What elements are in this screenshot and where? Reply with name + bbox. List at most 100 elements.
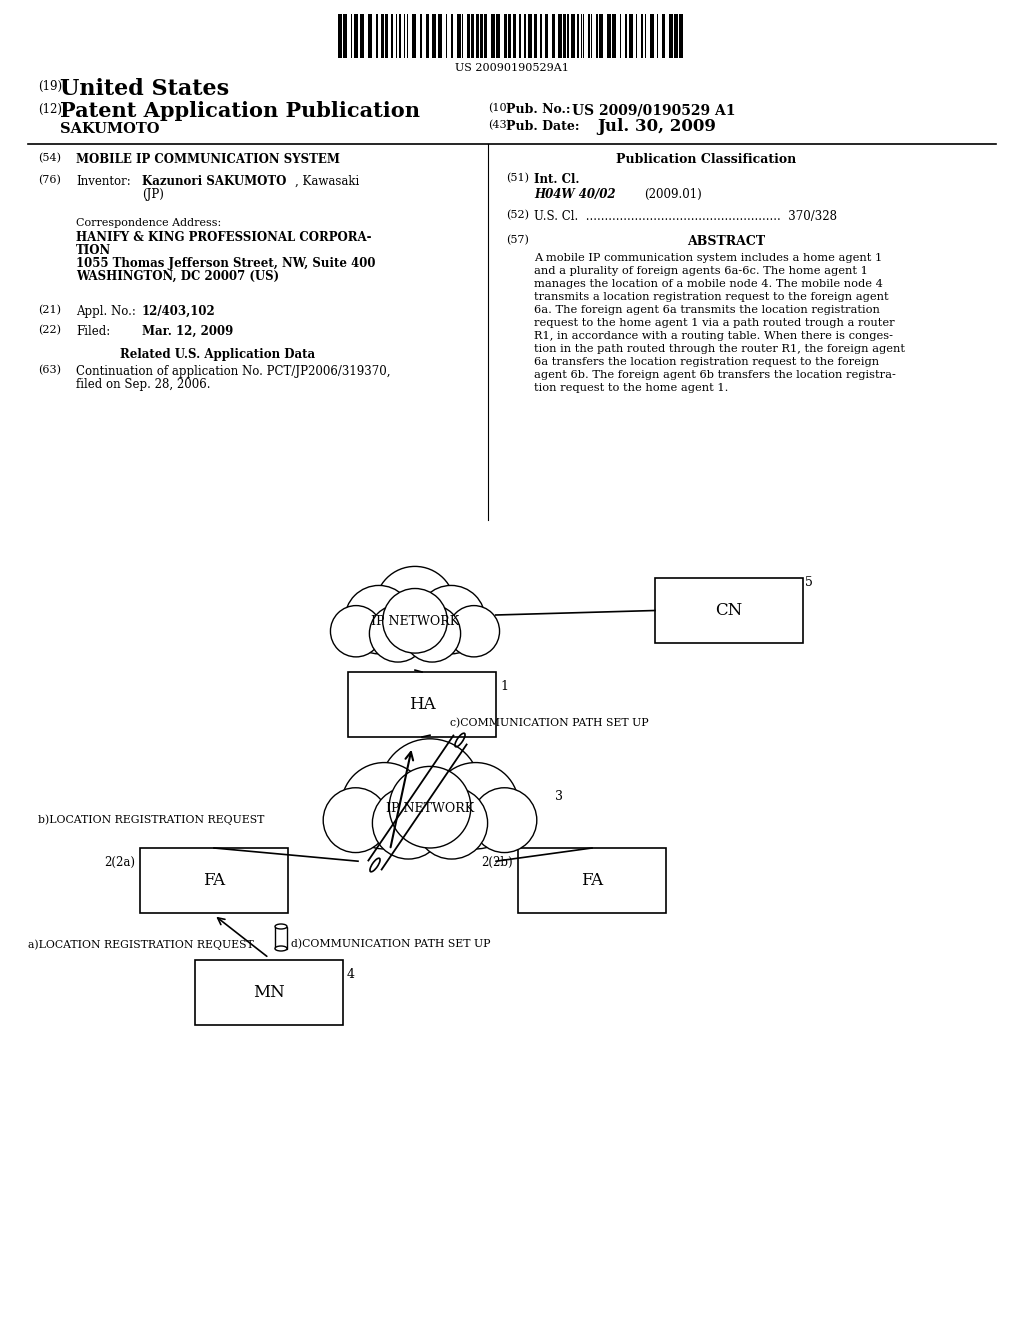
Bar [497,15,500,58]
Text: (10): (10) [488,103,511,114]
Bar [420,15,422,58]
Bar [535,15,537,58]
Text: U.S. Cl.  ....................................................  370/328: U.S. Cl. ...............................… [534,210,837,223]
Circle shape [375,566,455,647]
Text: agent 6b. The foreign agent 6b transfers the location registra-: agent 6b. The foreign agent 6b transfers… [534,370,896,380]
Bar [476,15,479,58]
Circle shape [449,606,500,657]
Text: Publication Classification: Publication Classification [615,153,796,166]
Text: 1055 Thomas Jefferson Street, NW, Suite 400: 1055 Thomas Jefferson Street, NW, Suite … [76,257,376,271]
Bar [195,960,343,1026]
Bar [591,15,593,58]
Bar [612,15,616,58]
Text: 6a transfers the location registration request to the foreign: 6a transfers the location registration r… [534,356,880,367]
Text: (2009.01): (2009.01) [644,187,701,201]
Bar [360,15,365,58]
Bar [467,15,470,58]
Text: 3: 3 [555,789,563,803]
Circle shape [383,589,447,653]
Text: 5: 5 [805,576,813,589]
Circle shape [370,605,426,663]
Text: (54): (54) [38,153,61,164]
Text: IP NETWORK: IP NETWORK [386,803,474,816]
Text: and a plurality of foreign agents 6a-6c. The home agent 1: and a plurality of foreign agents 6a-6c.… [534,267,868,276]
Bar [351,15,352,58]
Bar [431,15,435,58]
Text: MN: MN [253,983,285,1001]
Bar [407,15,408,58]
Text: Inventor:: Inventor: [76,176,131,187]
Bar [275,927,287,949]
Bar [471,15,474,58]
Bar [657,15,658,58]
Bar [577,15,580,58]
Bar [438,15,442,58]
Bar [140,847,288,913]
Bar [403,15,406,58]
Text: (12): (12) [38,103,62,116]
Text: Continuation of application No. PCT/JP2006/319370,: Continuation of application No. PCT/JP20… [76,366,390,378]
Text: a)LOCATION REGISTRATION REQUEST: a)LOCATION REGISTRATION REQUEST [28,940,254,950]
Bar [581,15,582,58]
Circle shape [324,788,388,853]
Text: (22): (22) [38,325,61,335]
Text: A mobile IP communication system includes a home agent 1: A mobile IP communication system include… [534,253,883,263]
Bar [354,15,357,58]
Bar [630,15,633,58]
Bar [571,15,575,58]
Text: Jul. 30, 2009: Jul. 30, 2009 [597,117,716,135]
Circle shape [331,606,382,657]
Bar [452,15,453,58]
Text: d)COMMUNICATION PATH SET UP: d)COMMUNICATION PATH SET UP [291,940,490,949]
Bar [396,15,397,58]
Bar [385,15,388,58]
Bar [391,15,393,58]
Bar [641,15,642,58]
Bar [674,15,678,58]
Text: 1: 1 [500,680,508,693]
Text: transmits a location registration request to the foreign agent: transmits a location registration reques… [534,292,889,302]
Text: 2(2a): 2(2a) [104,855,135,869]
Bar [508,15,511,58]
Text: filed on Sep. 28, 2006.: filed on Sep. 28, 2006. [76,378,211,391]
Bar [518,847,666,913]
Text: (51): (51) [506,173,529,183]
Bar [338,15,342,58]
Bar [596,15,598,58]
Bar [527,15,531,58]
Bar [426,15,429,58]
Text: , Kawasaki: , Kawasaki [295,176,359,187]
Bar [545,15,548,58]
Text: Int. Cl.: Int. Cl. [534,173,580,186]
Text: HA: HA [409,696,435,713]
Text: tion request to the home agent 1.: tion request to the home agent 1. [534,383,728,393]
Text: IP NETWORK: IP NETWORK [371,615,459,628]
Text: (57): (57) [506,235,528,246]
Text: SAKUMOTO: SAKUMOTO [60,121,160,136]
Bar [679,15,683,58]
Bar [663,15,665,58]
Text: tion in the path routed through the router R1, the foreign agent: tion in the path routed through the rout… [534,345,905,354]
Text: FA: FA [203,873,225,888]
Ellipse shape [275,946,287,950]
Text: Patent Application Publication: Patent Application Publication [60,102,420,121]
Text: (JP): (JP) [142,187,164,201]
Text: Filed:: Filed: [76,325,111,338]
Text: H04W 40/02: H04W 40/02 [534,187,615,201]
Text: c)COMMUNICATION PATH SET UP: c)COMMUNICATION PATH SET UP [450,718,648,729]
Bar [490,15,495,58]
Text: (21): (21) [38,305,61,315]
Ellipse shape [275,924,287,929]
Text: Kazunori SAKUMOTO: Kazunori SAKUMOTO [142,176,287,187]
Circle shape [345,586,413,653]
Circle shape [341,763,428,849]
Text: manages the location of a mobile node 4. The mobile node 4: manages the location of a mobile node 4.… [534,279,883,289]
Circle shape [380,739,480,840]
Bar [484,15,487,58]
Bar [412,15,416,58]
Text: (63): (63) [38,366,61,375]
Text: Pub. Date:: Pub. Date: [506,120,580,133]
Bar [524,15,526,58]
Bar [584,15,585,58]
Text: Correspondence Address:: Correspondence Address: [76,218,221,228]
